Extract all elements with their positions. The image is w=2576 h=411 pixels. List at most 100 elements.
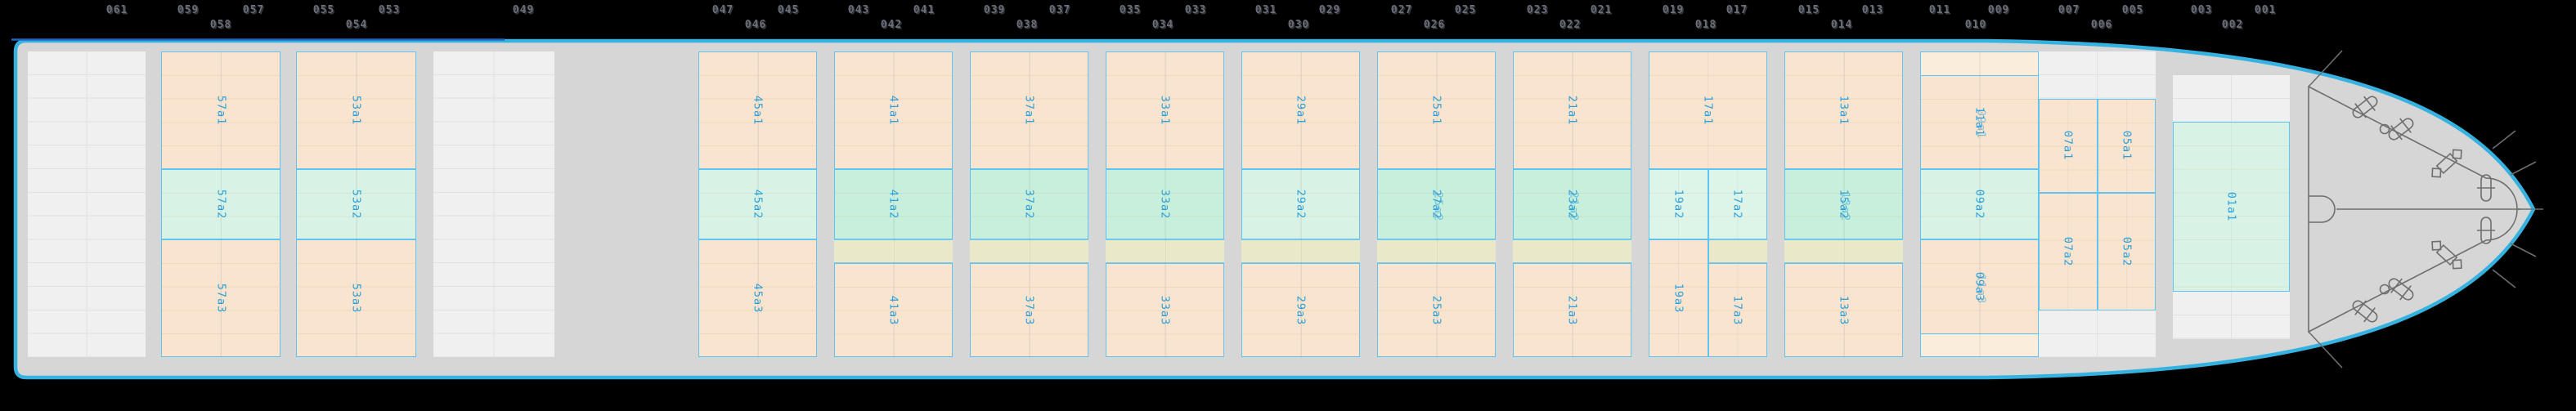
bay10-center-divider — [1979, 51, 1981, 358]
block-29a3[interactable]: 29a3 — [1241, 263, 1360, 358]
block-29a2[interactable]: 29a2 — [1241, 169, 1360, 240]
bay-tick-043: 043 — [847, 4, 870, 16]
bay-tick-054: 054 — [345, 19, 368, 31]
block-label-05a1: 05a1 — [2120, 130, 2134, 161]
block-25a3[interactable]: 25a3 — [1377, 263, 1496, 358]
block-05a2[interactable]: 05a2 — [2097, 192, 2156, 310]
block-21a3[interactable]: 21a3 — [1513, 263, 1631, 358]
block-41a2[interactable]: 41a2 — [834, 169, 953, 240]
bay-tick-037: 037 — [1048, 4, 1071, 16]
block-17a2[interactable]: 17a2 — [1708, 169, 1767, 240]
chain-stopper-icon — [2431, 149, 2462, 178]
block-17a3[interactable]: 17a3 — [1708, 263, 1767, 358]
block-37a1[interactable]: 37a1 — [970, 51, 1088, 169]
block-05a1[interactable]: 05a1 — [2097, 98, 2156, 193]
w2-gridseg — [433, 51, 554, 358]
block-15a2[interactable]: 15a2 13a2 — [1784, 169, 1903, 240]
block-09a3[interactable]: 09a3 11a3 — [1920, 239, 2039, 334]
block-09a2[interactable]: 09a2 — [1920, 169, 2039, 240]
bay-tick-003: 003 — [2190, 4, 2213, 16]
block-19a3[interactable]: 19a3 — [1649, 239, 1708, 358]
block-11a1[interactable]: 11a1 09a1 — [1920, 74, 2039, 169]
bay42-center-divider — [893, 51, 895, 358]
bay-tick-007: 007 — [2058, 4, 2080, 16]
block-53a1[interactable]: 53a1 — [296, 51, 416, 169]
block-19a2[interactable]: 19a2 — [1649, 169, 1708, 240]
forecastle-deck — [2308, 50, 2543, 369]
bay-tick-027: 027 — [1390, 4, 1413, 16]
bay06-gridseg — [2039, 310, 2156, 358]
bay-tick-031: 031 — [1254, 4, 1277, 16]
bay-tick-058: 058 — [209, 19, 232, 31]
bay30-center-divider — [1300, 51, 1302, 358]
block-41a1[interactable]: 41a1 — [834, 51, 953, 169]
block-45a2[interactable]: 45a2 — [698, 169, 817, 240]
block-41a3[interactable]: 41a3 — [834, 263, 953, 358]
block-33a1[interactable]: 33a1 — [1106, 51, 1224, 169]
bay30-band — [1241, 239, 1360, 264]
bay-tick-029: 029 — [1318, 4, 1341, 16]
block-label-07a1: 07a1 — [2061, 130, 2075, 161]
bay-tick-049: 049 — [512, 4, 535, 16]
bay-tick-013: 013 — [1861, 4, 1884, 16]
bollard-pair-icon — [2388, 278, 2414, 301]
bay-tick-014: 014 — [1830, 19, 1853, 31]
block-label-25a2: 25a2 — [1431, 191, 1445, 222]
bay-tick-011: 011 — [1928, 4, 1951, 16]
bay-tick-061: 061 — [105, 4, 128, 16]
bay-tick-025: 025 — [1454, 4, 1477, 16]
block-label-21a2: 21a2 — [1567, 191, 1581, 222]
bollard-pair-icon — [2388, 118, 2414, 141]
block-13a3[interactable]: 13a3 — [1784, 263, 1903, 358]
block-01a1[interactable]: 01a1 — [2173, 122, 2290, 292]
bay-tick-002: 002 — [2221, 19, 2244, 31]
chain-stopper-icon — [2431, 240, 2462, 270]
block-label-17a2: 17a2 — [1730, 189, 1744, 220]
block-57a1[interactable]: 57a1 — [161, 51, 280, 169]
bay18-split-divider — [1708, 169, 1709, 358]
block-13a1[interactable]: 13a1 — [1784, 51, 1903, 169]
block-07a2[interactable]: 07a2 — [2039, 192, 2098, 310]
block-27a2[interactable]: 27a2 25a2 — [1377, 169, 1496, 240]
block-57a3[interactable]: 57a3 — [161, 239, 280, 358]
bay-tick-009: 009 — [1987, 4, 2010, 16]
bay38-band — [970, 239, 1088, 264]
block-label-17a3: 17a3 — [1730, 295, 1744, 326]
block-45a3[interactable]: 45a3 — [698, 239, 817, 358]
bay-tick-021: 021 — [1590, 4, 1613, 16]
breasting-ticks — [2492, 130, 2543, 288]
bay14-center-divider — [1843, 51, 1845, 358]
bay-tick-019: 019 — [1662, 4, 1685, 16]
block-17a1[interactable]: 17a1 — [1649, 51, 1767, 169]
block-37a3[interactable]: 37a3 — [970, 263, 1088, 358]
block-21a1[interactable]: 21a1 — [1513, 51, 1631, 169]
bay-tick-001: 001 — [2254, 4, 2277, 16]
windlass-door — [2309, 195, 2336, 223]
bay-tick-005: 005 — [2121, 4, 2144, 16]
bay34-center-divider — [1165, 51, 1166, 358]
block-33a2[interactable]: 33a2 — [1106, 169, 1224, 240]
bay-tick-045: 045 — [777, 4, 800, 16]
bay14-band — [1784, 239, 1903, 264]
block-label-17a1: 17a1 — [1701, 95, 1715, 126]
block-53a3[interactable]: 53a3 — [296, 239, 416, 358]
block-label-19a2: 19a2 — [1672, 189, 1685, 220]
block-label-11a3: 11a3 — [1974, 274, 1988, 305]
bay-tick-017: 017 — [1726, 4, 1748, 16]
block-53a2[interactable]: 53a2 — [296, 169, 416, 240]
forecastle-outline — [2308, 85, 2518, 333]
block-29a1[interactable]: 29a1 — [1241, 51, 1360, 169]
bay02-gridseg — [2173, 292, 2290, 339]
block-45a1[interactable]: 45a1 — [698, 51, 817, 169]
fairlead-icon — [2477, 174, 2495, 202]
block-label-07a2: 07a2 — [2061, 236, 2075, 267]
bay-tick-046: 046 — [744, 19, 767, 31]
block-57a2[interactable]: 57a2 — [161, 169, 280, 240]
block-25a1[interactable]: 25a1 — [1377, 51, 1496, 169]
block-23a2[interactable]: 23a2 21a2 — [1513, 169, 1631, 240]
block-33a3[interactable]: 33a3 — [1106, 263, 1224, 358]
block-07a1[interactable]: 07a1 — [2039, 98, 2098, 193]
bay-tick-053: 053 — [378, 4, 401, 16]
block-37a2[interactable]: 37a2 — [970, 169, 1088, 240]
bay-tick-055: 055 — [312, 4, 335, 16]
